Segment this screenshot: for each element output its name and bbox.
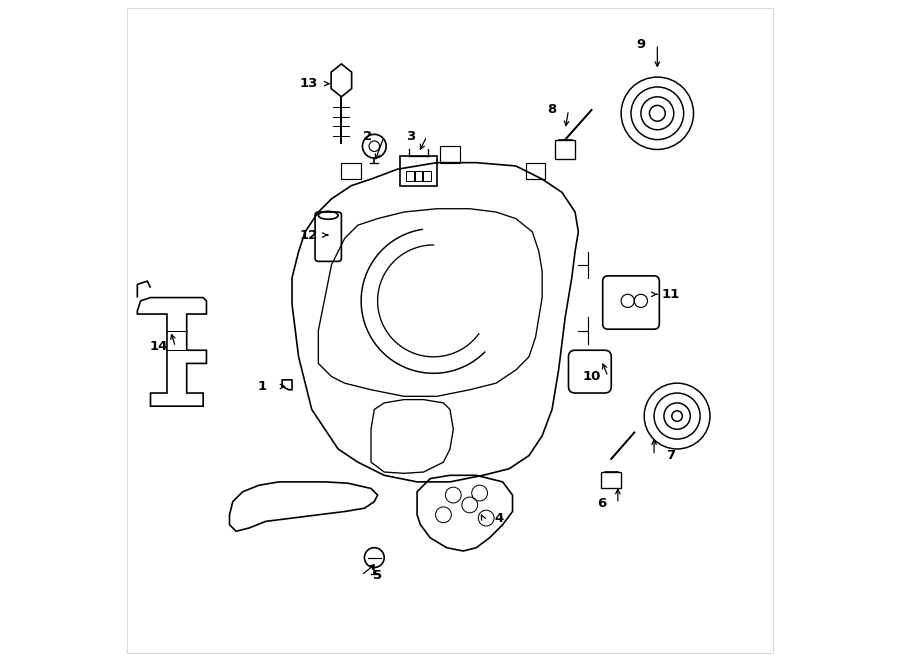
Text: 1: 1 (257, 380, 267, 393)
Text: 7: 7 (666, 449, 675, 462)
Text: 14: 14 (150, 340, 168, 354)
Bar (414, 171, 423, 181)
Text: 12: 12 (300, 229, 318, 241)
Text: 9: 9 (636, 38, 645, 51)
Bar (406, 171, 415, 181)
Bar (422, 171, 431, 181)
Bar (601, 472, 621, 488)
Text: 11: 11 (662, 288, 680, 301)
Text: 10: 10 (582, 370, 600, 383)
Text: 2: 2 (364, 130, 373, 143)
Text: 4: 4 (495, 512, 504, 525)
Text: 13: 13 (300, 77, 318, 90)
Bar (341, 163, 361, 179)
Bar (440, 146, 460, 163)
Bar (526, 163, 545, 179)
Text: 3: 3 (406, 130, 415, 143)
Bar (555, 139, 575, 159)
Text: 5: 5 (373, 569, 382, 582)
Bar (400, 156, 436, 186)
Text: 6: 6 (597, 497, 606, 510)
Text: 8: 8 (547, 104, 556, 116)
